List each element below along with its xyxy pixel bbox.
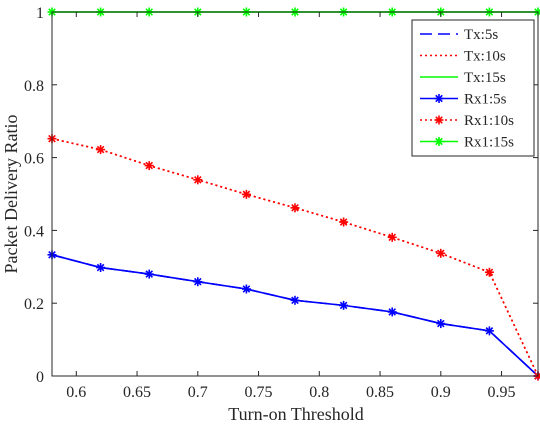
x-tick-label-3: 0.75 — [245, 384, 273, 401]
x-tick-label-2: 0.7 — [188, 384, 208, 401]
legend-box — [411, 19, 535, 157]
series-point-4-7 — [387, 232, 397, 242]
legend: Tx:5s Tx:10s Tx:15s Rx1:5s Rx1:10s Rx1:15s — [411, 19, 535, 157]
y-tick-label-0: 0 — [36, 369, 44, 386]
series-point-4-4 — [241, 189, 251, 199]
series-point-3-5 — [290, 295, 300, 305]
x-tick-label-1: 0.65 — [123, 384, 151, 401]
x-tick-label-0: 0.6 — [66, 384, 86, 401]
x-tick-label-6: 0.9 — [431, 384, 451, 401]
x-tick-label-4: 0.8 — [309, 384, 329, 401]
series-point-3-4 — [241, 284, 251, 294]
series-point-3-9 — [484, 326, 494, 336]
series-point-3-6 — [339, 300, 349, 310]
series-line-1 — [51, 137, 539, 377]
series-line-3 — [51, 254, 539, 377]
y-tick-label-5: 1 — [36, 5, 44, 22]
y-tick-label-3: 0.6 — [24, 151, 44, 168]
y-axis-label: Packet Delivery Ratio — [1, 115, 21, 274]
series-point-3-3 — [193, 277, 203, 287]
legend-label-2: Tx:15s — [464, 70, 506, 86]
axes: 0.6 0.65 0.7 0.75 0.8 0.85 0.9 0.95 0 0.2 0.4 0.6 0.… — [24, 5, 539, 401]
series-point-4-6 — [339, 217, 349, 227]
series-point-3-1 — [96, 263, 106, 273]
legend-label-3: Rx1:5s — [464, 92, 507, 108]
legend-marker-5 — [434, 137, 444, 146]
legend-marker-3 — [434, 94, 444, 103]
legend-marker-4 — [434, 115, 444, 125]
series-point-4-3 — [193, 175, 203, 185]
series-point-3-7 — [387, 307, 397, 317]
x-tick-label-5: 0.85 — [366, 384, 394, 401]
y-tick-label-4: 0.8 — [24, 78, 44, 95]
y-tick-label-2: 0.4 — [24, 223, 44, 240]
series-point-4-8 — [436, 248, 446, 258]
x-tick-label-7: 0.95 — [488, 384, 516, 401]
series-point-4-9 — [484, 267, 494, 277]
y-tick-label-1: 0.2 — [24, 296, 44, 313]
series-point-4-1 — [96, 145, 106, 155]
series-line-0 — [51, 254, 539, 377]
x-axis-label: Turn-on Threshold — [228, 404, 364, 424]
series-point-4-5 — [290, 203, 300, 213]
legend-label-1: Tx:10s — [464, 49, 506, 65]
legend-label-0: Tx:5s — [464, 27, 498, 43]
axes-box — [51, 11, 539, 377]
series-line-4 — [51, 137, 539, 377]
legend-label-4: Rx1:10s — [464, 113, 514, 129]
series-point-4-2 — [144, 161, 154, 171]
legend-label-5: Rx1:15s — [464, 135, 514, 151]
series-point-3-8 — [436, 319, 446, 329]
series-point-3-2 — [144, 269, 154, 279]
